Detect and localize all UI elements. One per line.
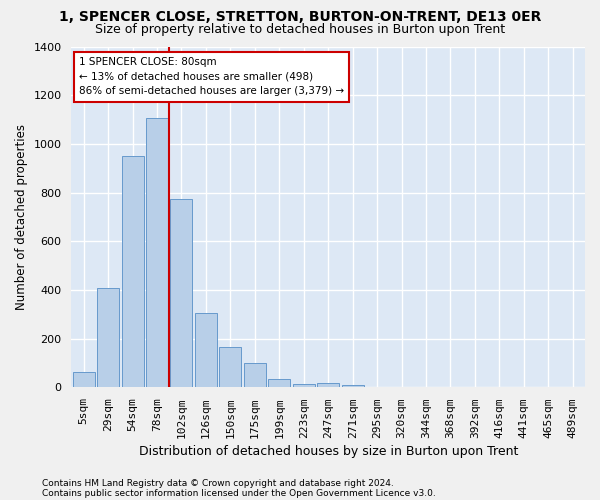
Text: Size of property relative to detached houses in Burton upon Trent: Size of property relative to detached ho… bbox=[95, 22, 505, 36]
Text: Contains public sector information licensed under the Open Government Licence v3: Contains public sector information licen… bbox=[42, 488, 436, 498]
Bar bbox=[220, 347, 241, 388]
Bar bbox=[268, 379, 290, 388]
X-axis label: Distribution of detached houses by size in Burton upon Trent: Distribution of detached houses by size … bbox=[139, 444, 518, 458]
Text: 1, SPENCER CLOSE, STRETTON, BURTON-ON-TRENT, DE13 0ER: 1, SPENCER CLOSE, STRETTON, BURTON-ON-TR… bbox=[59, 10, 541, 24]
Text: Contains HM Land Registry data © Crown copyright and database right 2024.: Contains HM Land Registry data © Crown c… bbox=[42, 478, 394, 488]
Bar bbox=[366, 386, 388, 388]
Bar bbox=[97, 288, 119, 388]
Bar bbox=[341, 386, 364, 388]
Bar bbox=[195, 313, 217, 388]
Bar bbox=[244, 364, 266, 388]
Text: 1 SPENCER CLOSE: 80sqm
← 13% of detached houses are smaller (498)
86% of semi-de: 1 SPENCER CLOSE: 80sqm ← 13% of detached… bbox=[79, 56, 344, 96]
Bar bbox=[170, 198, 193, 388]
Bar bbox=[317, 383, 339, 388]
Bar bbox=[122, 156, 143, 388]
Y-axis label: Number of detached properties: Number of detached properties bbox=[15, 124, 28, 310]
Bar bbox=[293, 384, 315, 388]
Bar bbox=[146, 118, 168, 388]
Bar bbox=[73, 372, 95, 388]
